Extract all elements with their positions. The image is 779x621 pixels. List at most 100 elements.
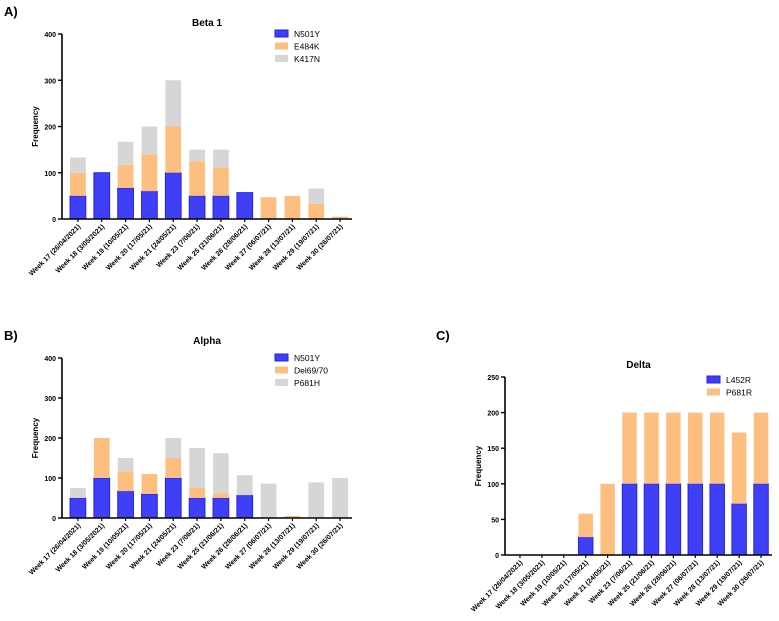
chart-0-bar-e484k-2 — [117, 164, 134, 189]
chart-0-bar-n501y-4 — [164, 172, 182, 220]
chart-1-legend-label-1: Del69/70 — [294, 366, 328, 376]
chart-1-bar-p681h-11 — [332, 478, 348, 518]
chart-2-y-tick-label-2: 100 — [487, 482, 499, 489]
chart-1-x-tick-label-10: Week 29 (19/07/21) — [272, 522, 321, 571]
chart-1-x-tick-label-9: Week 28 (13/07/21) — [248, 522, 297, 571]
chart-0-x-tick-label-3: Week 20 (17/05/21) — [105, 223, 154, 272]
chart-1-bar-del6970-5 — [189, 488, 205, 498]
chart-0-x-tick-label-9: Week 28 (13/07/21) — [248, 223, 297, 272]
chart-0-bar-n501y-2 — [117, 187, 134, 220]
chart-0-bar-e484k-0 — [70, 172, 86, 196]
chart-0-x-tick-label-6: Week 25 (21/06/21) — [177, 223, 226, 272]
chart-0-bar-e484k-6 — [213, 167, 229, 196]
chart-1-bar-del6970-9 — [284, 516, 301, 518]
chart-0-bar-e484k-5 — [189, 161, 205, 196]
chart-0-legend-swatch-1 — [275, 42, 288, 50]
chart-1-bar-del6970-6 — [213, 493, 229, 498]
chart-1-bar-n501y-6 — [212, 497, 230, 519]
chart-0-x-tick-label-8: Week 27 (06/07/21) — [224, 223, 273, 272]
chart-1-bar-p681h-5 — [189, 448, 205, 488]
chart-0-y-tick-label-3: 300 — [44, 78, 56, 85]
chart-1-x-tick-label-5: Week 23 (7/06/21) — [156, 522, 202, 568]
chart-0-y-tick-label-2: 200 — [44, 125, 56, 132]
chart-0-bar-k417n-2 — [117, 141, 134, 165]
chart-1-x-tick-label-8: Week 27 (06/07/21) — [224, 522, 273, 571]
chart-1-legend-swatch-0 — [274, 353, 289, 362]
chart-2-y-axis-label: Frequency — [474, 445, 483, 486]
chart-1-bar-n501y-3 — [141, 493, 158, 519]
chart-2-bar-l452r-8 — [687, 483, 704, 556]
chart-0-bar-n501y-0 — [69, 195, 87, 220]
panel-label-a: A) — [4, 4, 18, 19]
chart-1-bar-del6970-2 — [117, 471, 134, 492]
chart-2-y-tick-label-3: 150 — [487, 446, 499, 453]
chart-0-bar-k417n-10 — [308, 188, 325, 204]
chart-2-bar-p681r-7 — [666, 412, 681, 484]
chart-1-bar-n501y-2 — [117, 490, 134, 519]
chart-1-bar-p681h-6 — [213, 453, 229, 494]
chart-1-bar-n501y-0 — [69, 497, 87, 519]
chart-1-x-tick-label-3: Week 20 (17/05/21) — [105, 522, 154, 571]
chart-0-x-tick-label-5: Week 23 (7/06/21) — [156, 223, 202, 269]
chart-2-y-tick-label-1: 50 — [491, 517, 499, 524]
chart-2-bar-p681r-6 — [644, 412, 659, 484]
chart-1-y-tick-label-3: 300 — [44, 396, 56, 403]
chart-2-y-tick-label-4: 200 — [487, 411, 499, 418]
chart-1-legend-label-2: P681H — [294, 378, 320, 388]
chart-2-bar-l452r-3 — [577, 536, 594, 556]
chart-1-bar-del6970-1 — [93, 438, 110, 478]
chart-2-y-tick-label-5: 250 — [487, 375, 499, 382]
chart-1-y-axis-label: Frequency — [31, 417, 40, 458]
chart-0-bar-n501y-5 — [188, 195, 206, 220]
chart-0-y-tick-label-1: 100 — [44, 171, 56, 178]
chart-0-x-tick-label-11: Week 30 (26/07/21) — [296, 223, 345, 272]
chart-2-bar-p681r-8 — [688, 412, 703, 484]
chart-0-bar-k417n-6 — [213, 149, 229, 168]
chart-0-bar-n501y-6 — [212, 195, 230, 220]
chart-2-bar-l452r-5 — [621, 483, 638, 556]
chart-1-bar-n501y-7 — [236, 494, 254, 519]
chart-0-legend-swatch-2 — [275, 55, 288, 62]
chart-1-bar-n501y-1 — [93, 477, 111, 519]
chart-0-y-axis-label: Frequency — [31, 106, 40, 147]
chart-1-bar-del6970-3 — [141, 474, 158, 494]
chart-0-bar-k417n-4 — [165, 80, 182, 127]
chart-0-legend-label-1: E484K — [294, 42, 320, 52]
chart-2-bar-p681r-3 — [578, 513, 593, 538]
chart-2-bar-p681r-4 — [600, 483, 615, 555]
chart-0-bar-e484k-11 — [332, 216, 348, 219]
chart-1-bar-del6970-4 — [165, 458, 182, 478]
chart-2-y-tick-label-0: 0 — [495, 553, 499, 560]
chart-1-y-tick-label-4: 400 — [44, 356, 56, 363]
panel-label-c: C) — [436, 328, 450, 343]
chart-2-bar-l452r-11 — [753, 483, 769, 556]
chart-0-bar-k417n-5 — [189, 149, 205, 162]
chart-0-bar-k417n-3 — [141, 126, 158, 155]
chart-0-title: Beta 1 — [192, 18, 222, 29]
chart-1-bar-p681h-2 — [117, 458, 134, 472]
chart-2-legend-label-0: L452R — [726, 375, 751, 385]
chart-1-x-tick-label-11: Week 30 (26/07/21) — [296, 522, 345, 571]
chart-2-bar-p681r-10 — [731, 432, 747, 504]
panel-label-b: B) — [4, 328, 18, 343]
chart-0-legend-swatch-0 — [274, 29, 289, 38]
chart-1-legend-swatch-2 — [275, 379, 288, 386]
chart-0-bar-n501y-7 — [236, 192, 254, 220]
chart-0-legend-label-2: K417N — [294, 54, 320, 64]
chart-0-bar-e484k-10 — [308, 203, 325, 219]
chart-2-bar-l452r-6 — [643, 483, 660, 556]
chart-2-legend-swatch-1 — [707, 388, 720, 396]
chart-1-y-tick-label-2: 200 — [44, 436, 56, 443]
chart-1-y-tick-label-1: 100 — [44, 476, 56, 483]
chart-0-bar-k417n-0 — [70, 157, 86, 173]
chart-0-x-tick-label-4: Week 21 (24/05/21) — [129, 223, 178, 272]
chart-0-y-tick-label-0: 0 — [52, 217, 56, 224]
chart-0-bar-e484k-9 — [284, 195, 301, 219]
chart-1-x-tick-label-4: Week 21 (24/05/21) — [129, 522, 178, 571]
chart-0-x-tick-label-10: Week 29 (19/07/21) — [272, 223, 321, 272]
chart-1-bar-n501y-4 — [164, 477, 182, 519]
chart-1-x-tick-label-6: Week 25 (21/06/21) — [177, 522, 226, 571]
chart-1-bar-n501y-5 — [188, 497, 206, 519]
chart-2-legend-label-1: P681R — [726, 388, 752, 398]
